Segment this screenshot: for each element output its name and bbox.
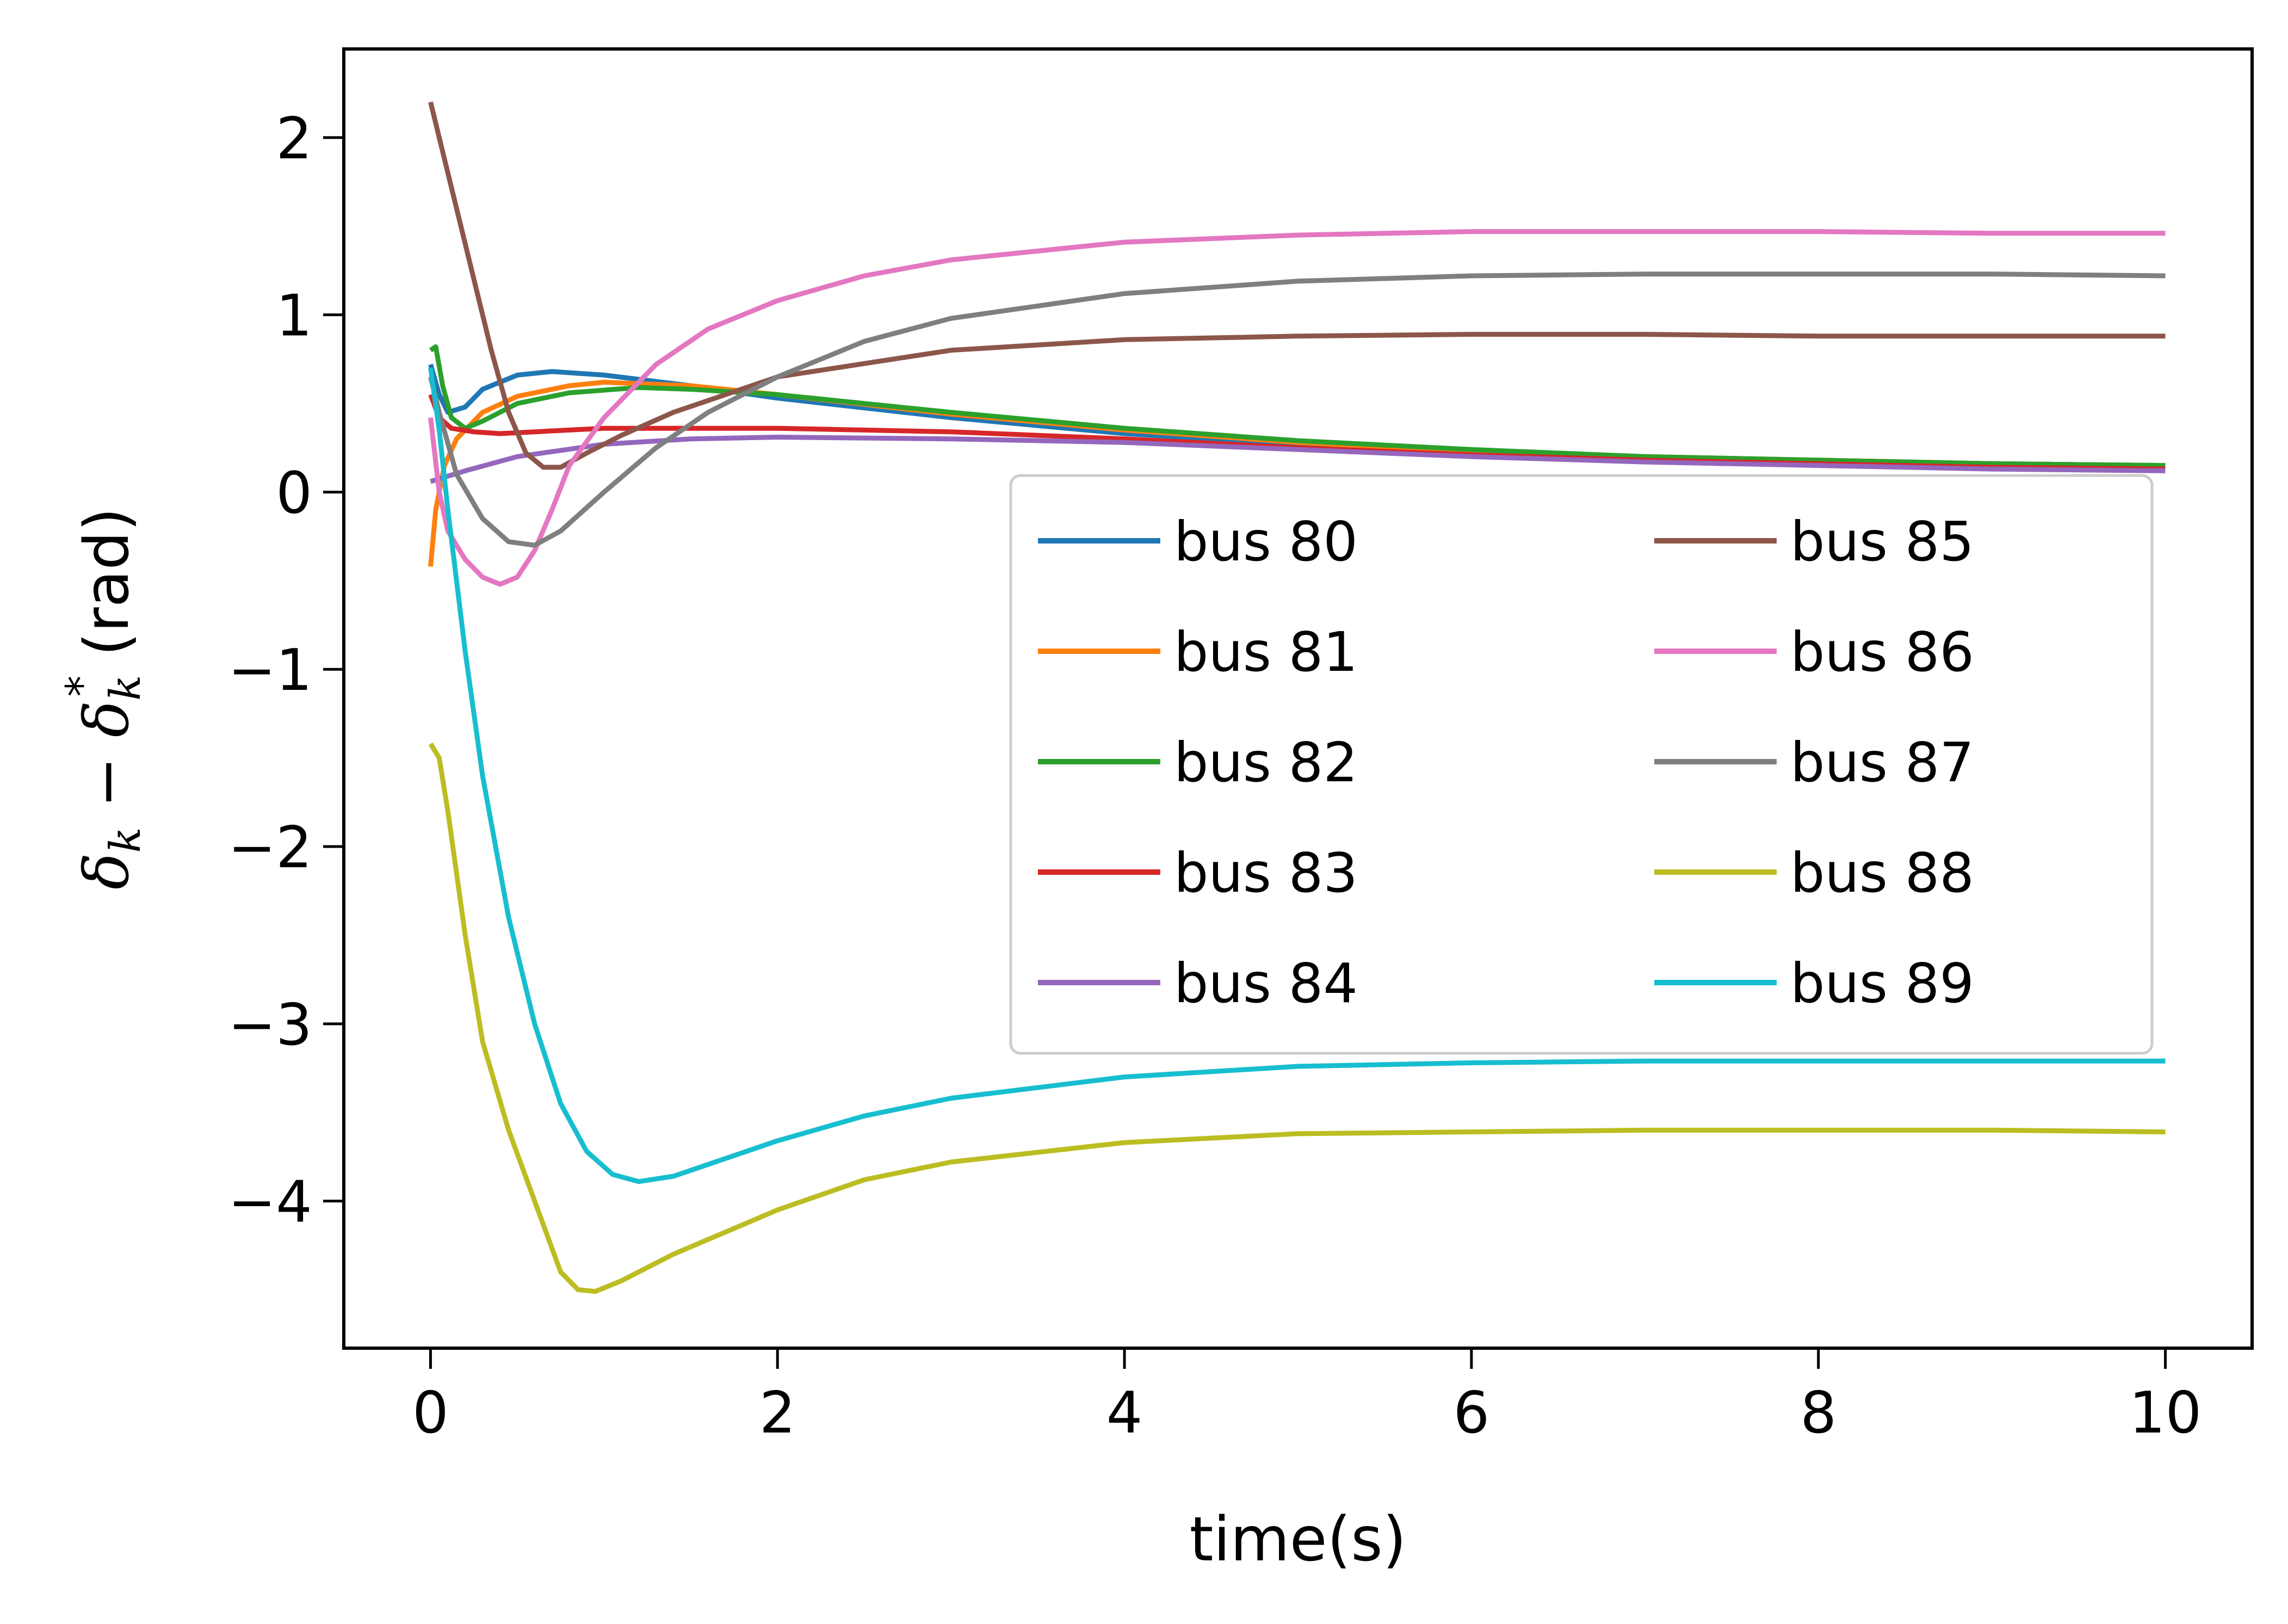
x-axis-ticks: 0 2 4 6 8 10 [412,1348,2202,1446]
y-label-delta-a: δ [72,853,143,890]
x-tick-label: 2 [759,1380,796,1446]
legend-label: bus 89 [1790,952,1974,1015]
legend-label: bus 83 [1174,841,1358,905]
legend-box [1009,474,2154,1055]
y-tick-label: −2 [228,814,312,881]
y-tick-label: 0 [276,460,312,526]
series-line-4 [430,435,2166,484]
legend-label: bus 85 [1790,510,1974,573]
legend-label: bus 84 [1174,952,1358,1015]
y-label-delta-b: δ [72,701,143,737]
y-label-sub-a: k [101,827,150,853]
series-line-8 [428,742,2166,1294]
y-tick-label: 1 [276,283,312,349]
x-tick-label: 4 [1106,1380,1143,1446]
x-tick-label: 8 [1800,1380,1836,1446]
y-axis-label: δk − δk* (rad) [58,508,150,890]
y-label-sup-b: * [58,676,107,697]
x-tick-label: 0 [412,1380,449,1446]
legend-label: bus 86 [1790,620,1974,684]
x-axis-label: time(s) [1190,1504,1407,1575]
series-line-2 [429,344,2166,468]
series-line-5 [428,101,2166,470]
x-tick-label: 10 [2129,1380,2202,1446]
y-label-unit: (rad) [72,508,143,676]
series-lines [428,101,2166,1294]
legend-label: bus 80 [1174,510,1358,573]
legend: bus 80 bus 81 bus 82 bus 83 bus 84 bus 85 bus … [1009,474,2154,1055]
y-tick-label: −1 [228,637,312,703]
series-line-9 [428,367,2166,1184]
y-tick-label: −3 [228,992,312,1058]
series-line-6 [428,229,2166,587]
y-label-minus: − [72,737,143,827]
series-line-7 [428,271,2166,548]
x-tick-label: 6 [1454,1380,1490,1446]
y-label-sub-b: k [101,675,150,701]
legend-label: bus 81 [1174,620,1358,684]
legend-label: bus 82 [1174,731,1358,794]
y-axis-ticks: 2 1 0 −1 −2 −3 −4 [228,106,344,1236]
y-tick-label: −4 [228,1169,312,1236]
legend-label: bus 88 [1790,841,1974,905]
legend-label: bus 87 [1790,731,1974,794]
y-tick-label: 2 [276,106,312,172]
plot-frame [342,47,2254,1350]
